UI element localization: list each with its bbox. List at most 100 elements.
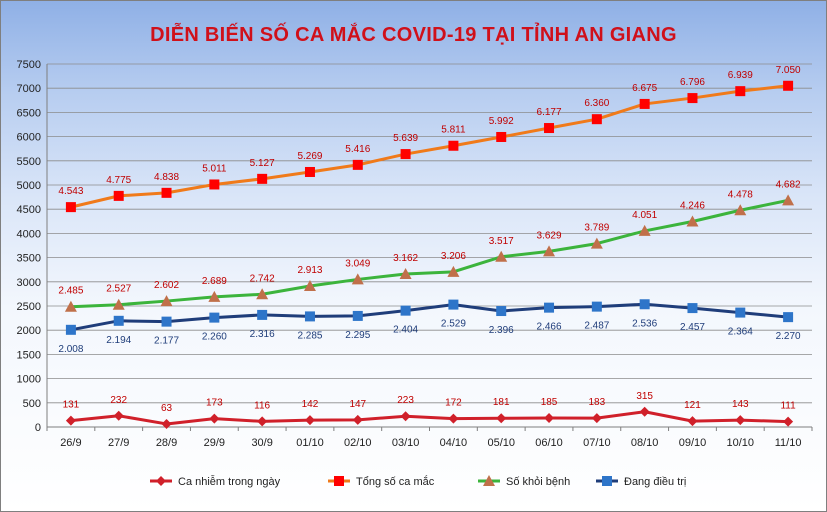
data-point [686, 215, 699, 227]
data-point [304, 415, 315, 426]
data-point [209, 179, 220, 190]
data-point [448, 140, 459, 151]
data-point [783, 416, 794, 427]
data-point [160, 295, 173, 307]
data-point [544, 302, 555, 313]
data-point [448, 413, 459, 424]
data-point [399, 267, 412, 279]
data-point [161, 187, 172, 198]
data-label: 181 [493, 397, 510, 408]
data-point [783, 312, 794, 323]
data-point [591, 114, 602, 125]
data-label: 2.194 [106, 335, 131, 346]
legend-label: Số khỏi bệnh [506, 476, 570, 488]
x-tick-label: 27/9 [108, 437, 129, 449]
data-label: 4.051 [632, 210, 657, 221]
data-label: 2.457 [680, 322, 705, 333]
y-tick-label: 2500 [17, 301, 41, 313]
data-label: 5.639 [393, 133, 418, 144]
data-point [208, 290, 221, 302]
data-point [783, 80, 794, 91]
y-tick-label: 7000 [17, 83, 41, 95]
data-label: 3.162 [393, 253, 418, 264]
data-point [639, 98, 650, 109]
data-label: 2.529 [441, 319, 466, 330]
data-point [352, 310, 363, 321]
y-tick-label: 1000 [17, 374, 41, 386]
data-label: 7.050 [776, 65, 801, 76]
y-tick-label: 7500 [17, 59, 41, 71]
plot-area [47, 64, 812, 427]
data-label: 111 [780, 401, 796, 412]
data-label: 3.517 [489, 236, 514, 247]
data-label: 2.364 [728, 327, 753, 338]
data-point [209, 312, 220, 323]
x-tick-label: 26/9 [60, 437, 81, 449]
x-tick-label: 05/10 [487, 437, 515, 449]
y-tick-label: 2000 [17, 325, 41, 337]
data-point [303, 280, 316, 292]
data-label: 4.543 [58, 186, 83, 197]
data-point [113, 190, 124, 201]
legend-marker [483, 475, 495, 486]
data-label: 4.478 [728, 189, 753, 200]
data-label: 5.811 [441, 125, 466, 136]
data-label: 5.011 [202, 163, 227, 174]
data-point [495, 250, 508, 262]
x-tick-label: 02/10 [344, 437, 372, 449]
data-label: 6.796 [680, 77, 705, 88]
data-point [256, 288, 269, 300]
data-label: 2.913 [297, 265, 322, 276]
data-point [448, 299, 459, 310]
data-label: 5.127 [250, 158, 275, 169]
y-tick-label: 3000 [17, 277, 41, 289]
data-label: 4.775 [106, 175, 131, 186]
data-label: 2.285 [297, 330, 322, 341]
data-label: 185 [541, 397, 558, 408]
data-label: 315 [636, 391, 653, 402]
data-label: 223 [397, 395, 414, 406]
data-point [257, 173, 268, 184]
data-label: 116 [254, 400, 270, 411]
data-point [735, 86, 746, 97]
series-line-1 [70, 84, 789, 209]
x-tick-label: 08/10 [631, 437, 659, 449]
data-point [352, 414, 363, 425]
x-tick-label: 11/10 [775, 437, 802, 449]
y-tick-label: 6500 [17, 107, 41, 119]
data-point [400, 305, 411, 316]
legend-marker [156, 476, 166, 486]
data-label: 6.939 [728, 70, 753, 81]
data-point [544, 413, 555, 424]
x-tick-label: 30/9 [251, 437, 272, 449]
data-point [257, 309, 268, 320]
data-label: 2.689 [202, 276, 227, 287]
data-label: 2.270 [776, 331, 801, 342]
data-label: 2.527 [106, 284, 131, 295]
data-label: 2.485 [58, 286, 83, 297]
data-label: 2.536 [632, 318, 657, 329]
data-point [400, 411, 411, 422]
data-label: 131 [63, 400, 80, 411]
data-point [161, 316, 172, 327]
data-point [687, 303, 698, 314]
data-label: 4.246 [680, 200, 705, 211]
data-point [161, 418, 172, 429]
data-label: 2.487 [584, 321, 609, 332]
data-label: 63 [161, 403, 173, 414]
series-line-3 [70, 302, 789, 332]
data-point [65, 202, 76, 213]
data-point [257, 416, 268, 427]
data-label: 5.992 [489, 116, 514, 127]
data-point [400, 149, 411, 160]
data-point [687, 93, 698, 104]
data-point [639, 299, 650, 310]
data-point [496, 413, 507, 424]
data-label: 5.269 [297, 151, 322, 162]
data-point [352, 159, 363, 170]
y-tick-label: 1500 [17, 349, 41, 361]
data-label: 232 [110, 395, 127, 406]
legend-marker [334, 476, 344, 486]
data-point [590, 237, 603, 249]
y-tick-label: 500 [23, 398, 41, 410]
